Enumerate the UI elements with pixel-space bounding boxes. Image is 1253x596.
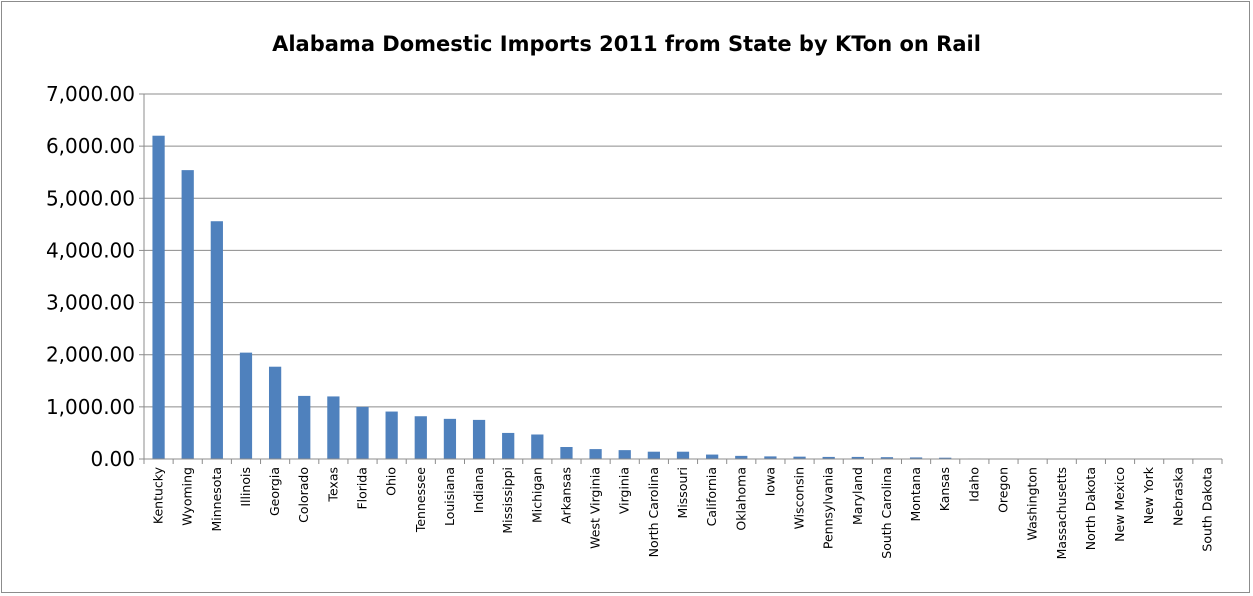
x-tick-label: North Carolina — [646, 467, 661, 557]
x-tick-label: Texas — [325, 467, 340, 503]
y-tick-label: 0.00 — [90, 447, 135, 471]
x-tick-label: Wisconsin — [792, 467, 807, 529]
bar — [327, 396, 340, 459]
x-tick-label: Montana — [908, 467, 923, 522]
bar — [210, 221, 223, 459]
bar — [181, 170, 194, 459]
y-axis: 0.00 1,000.00 2,000.00 3,000.00 4,000.00 5,00… — [46, 82, 145, 471]
bar — [531, 434, 544, 459]
x-axis: Kentucky Wyoming Minnesota Illinois Georgia C… — [143, 458, 1223, 559]
bar — [793, 456, 806, 459]
x-tick-label: Minnesota — [209, 467, 224, 532]
bar — [676, 451, 690, 459]
x-tick-label: Michigan — [529, 467, 544, 523]
gridlines — [144, 93, 1222, 408]
x-tick-label: South Dakota — [1199, 467, 1214, 552]
y-tick-label: 1,000.00 — [46, 395, 135, 419]
bar — [298, 395, 311, 459]
x-tick-label: Louisiana — [442, 467, 457, 526]
bar — [414, 416, 427, 459]
x-tick-label: Maryland — [850, 467, 865, 525]
bar — [239, 352, 253, 459]
bar — [618, 450, 631, 459]
x-tick-label: Missouri — [675, 467, 690, 518]
x-tick-label: Massachusetts — [1054, 467, 1069, 559]
bar — [939, 457, 952, 459]
bar — [822, 456, 835, 459]
bar — [851, 456, 864, 459]
x-tick-label: Georgia — [267, 467, 282, 516]
x-tick-label: Indiana — [471, 467, 486, 513]
x-tick-label: Iowa — [762, 467, 777, 496]
x-tick-label: Pennsylvania — [821, 467, 836, 549]
x-tick-label: Nebraska — [1170, 467, 1185, 526]
bar — [560, 447, 573, 459]
x-tick-label: Tennessee — [413, 467, 428, 533]
bar — [647, 451, 660, 459]
bar — [909, 457, 923, 459]
bar — [735, 455, 748, 459]
bar — [472, 419, 486, 459]
bar — [356, 406, 369, 459]
x-tick-label: Idaho — [966, 467, 981, 502]
x-tick-label: Virginia — [617, 467, 632, 514]
bar — [589, 449, 602, 459]
bar — [502, 432, 515, 459]
y-tick-label: 6,000.00 — [46, 134, 135, 158]
x-tick-label: New Mexico — [1112, 467, 1127, 542]
x-tick-label: Florida — [355, 467, 370, 510]
x-tick-label: West Virginia — [588, 467, 603, 549]
x-tick-label: North Dakota — [1083, 467, 1098, 550]
x-tick-label: California — [704, 467, 719, 526]
y-tick-label: 4,000.00 — [46, 238, 135, 262]
bar — [443, 418, 457, 459]
x-tick-label: Ohio — [384, 467, 399, 496]
bar — [880, 457, 894, 459]
bars — [152, 135, 1214, 459]
x-tick-label: Illinois — [238, 467, 253, 507]
x-tick-label: South Carolina — [879, 467, 894, 559]
bar — [268, 366, 282, 459]
x-tick-label: Kansas — [937, 467, 952, 511]
x-tick-label: Colorado — [296, 467, 311, 523]
x-tick-label: Mississippi — [500, 467, 515, 534]
bar — [706, 454, 719, 459]
x-tick-label: Oklahoma — [733, 467, 748, 531]
bar — [152, 135, 165, 459]
x-tick-label: Washington — [1025, 467, 1040, 540]
bar — [385, 411, 398, 459]
y-tick-label: 7,000.00 — [46, 82, 135, 106]
x-tick-label: Arkansas — [558, 467, 573, 524]
x-tick-label: New York — [1141, 466, 1156, 524]
chart-title: Alabama Domestic Imports 2011 from State… — [272, 32, 981, 56]
x-tick-label: Wyoming — [180, 467, 195, 526]
x-tick-label: Oregon — [995, 467, 1010, 513]
y-tick-label: 5,000.00 — [46, 186, 135, 210]
y-tick-label: 3,000.00 — [46, 291, 135, 315]
bar — [764, 456, 777, 459]
y-tick-label: 2,000.00 — [46, 343, 135, 367]
x-tick-label: Kentucky — [151, 466, 166, 524]
